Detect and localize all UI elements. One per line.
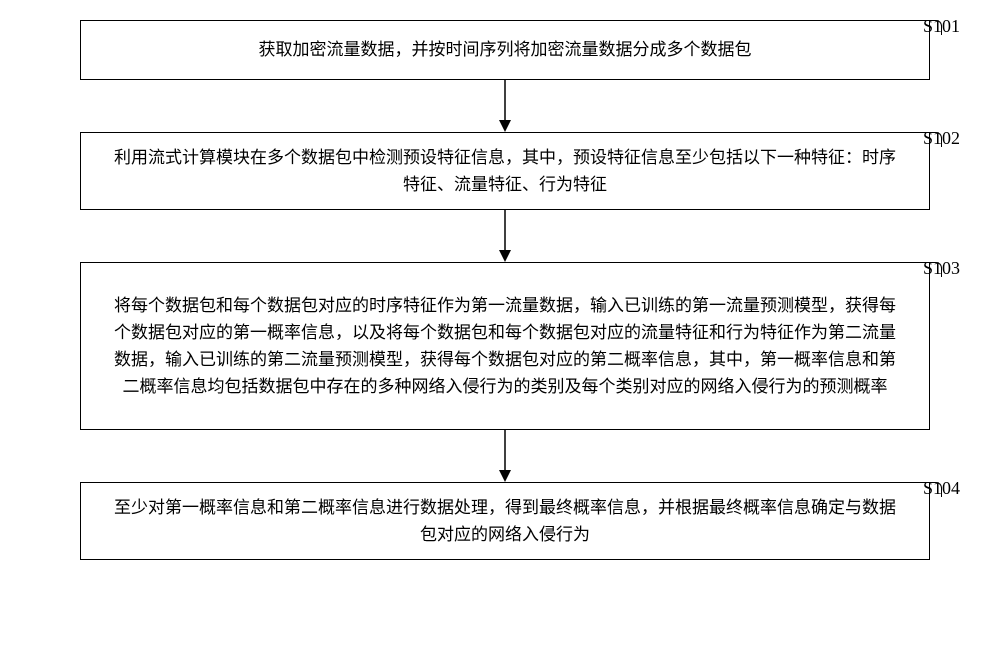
- step-box-s104: 至少对第一概率信息和第二概率信息进行数据处理，得到最终概率信息，并根据最终概率信…: [80, 482, 930, 560]
- step-wrap-s103: 将每个数据包和每个数据包对应的时序特征作为第一流量数据，输入已训练的第一流量预测…: [50, 262, 960, 430]
- arrow-wrap-3: [80, 430, 930, 482]
- step-box-s101: 获取加密流量数据，并按时间序列将加密流量数据分成多个数据包: [80, 20, 930, 80]
- step-text-s101: 获取加密流量数据，并按时间序列将加密流量数据分成多个数据包: [259, 36, 752, 63]
- step-label-s104: S104: [923, 478, 960, 499]
- arrow-down-icon: [495, 80, 515, 132]
- arrow-wrap-1: [80, 80, 930, 132]
- arrow-down-icon: [495, 430, 515, 482]
- step-wrap-s101: 获取加密流量数据，并按时间序列将加密流量数据分成多个数据包 S101: [50, 20, 960, 80]
- step-wrap-s104: 至少对第一概率信息和第二概率信息进行数据处理，得到最终概率信息，并根据最终概率信…: [50, 482, 960, 560]
- step-box-s102: 利用流式计算模块在多个数据包中检测预设特征信息，其中，预设特征信息至少包括以下一…: [80, 132, 930, 210]
- arrow-down-icon: [495, 210, 515, 262]
- arrow-wrap-2: [80, 210, 930, 262]
- step-text-s102: 利用流式计算模块在多个数据包中检测预设特征信息，其中，预设特征信息至少包括以下一…: [111, 144, 899, 198]
- step-label-s102: S102: [923, 128, 960, 149]
- step-text-s104: 至少对第一概率信息和第二概率信息进行数据处理，得到最终概率信息，并根据最终概率信…: [111, 494, 899, 548]
- step-label-s101: S101: [923, 16, 960, 37]
- flowchart-column: 获取加密流量数据，并按时间序列将加密流量数据分成多个数据包 S101 利用流式计…: [50, 20, 960, 560]
- step-box-s103: 将每个数据包和每个数据包对应的时序特征作为第一流量数据，输入已训练的第一流量预测…: [80, 262, 930, 430]
- flowchart-canvas: 获取加密流量数据，并按时间序列将加密流量数据分成多个数据包 S101 利用流式计…: [0, 0, 1000, 671]
- step-label-s103: S103: [923, 258, 960, 279]
- step-text-s103: 将每个数据包和每个数据包对应的时序特征作为第一流量数据，输入已训练的第一流量预测…: [111, 292, 899, 401]
- step-wrap-s102: 利用流式计算模块在多个数据包中检测预设特征信息，其中，预设特征信息至少包括以下一…: [50, 132, 960, 210]
